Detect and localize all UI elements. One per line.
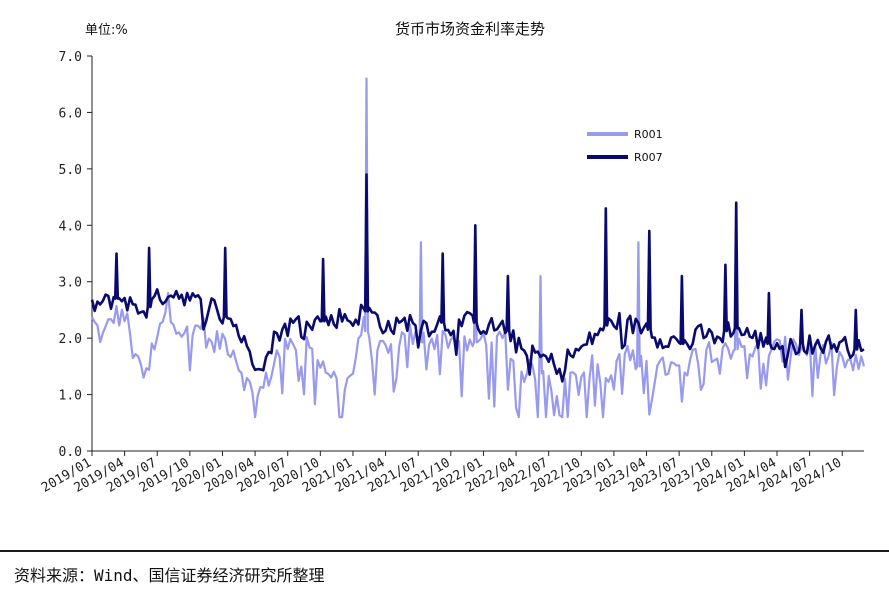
chart-title: 货币市场资金利率走势 bbox=[395, 20, 545, 38]
y-tick-label: 6.0 bbox=[59, 106, 82, 121]
footer-divider bbox=[0, 550, 889, 552]
legend-label-r001: R001 bbox=[634, 128, 663, 141]
y-tick-label: 0.0 bbox=[59, 445, 82, 460]
series-line-r001 bbox=[91, 77, 866, 419]
y-tick-label: 5.0 bbox=[59, 163, 82, 178]
series-layer bbox=[90, 77, 866, 419]
y-axis: 0.0 1.0 2.0 3.0 4.0 5.0 6.0 7.0 bbox=[59, 50, 93, 460]
x-axis: 2019/012019/042019/072019/102020/012020/… bbox=[39, 450, 864, 496]
rate-chart: 单位:% 货币市场资金利率走势 0.0 1.0 2.0 3.0 4.0 5.0 6.0 7.0… bbox=[39, 20, 866, 496]
unit-label: 单位:% bbox=[85, 23, 128, 38]
series-line-r007 bbox=[90, 173, 865, 383]
y-tick-label: 3.0 bbox=[59, 276, 82, 291]
legend-label-r007: R007 bbox=[634, 151, 663, 164]
legend: R001 R007 bbox=[587, 128, 663, 164]
y-tick-label: 4.0 bbox=[59, 219, 82, 234]
y-tick-label: 2.0 bbox=[59, 332, 82, 347]
y-tick-label: 7.0 bbox=[59, 50, 82, 65]
source-note: 资料来源：Wind、国信证券经济研究所整理 bbox=[14, 566, 325, 585]
y-tick-label: 1.0 bbox=[59, 389, 82, 404]
